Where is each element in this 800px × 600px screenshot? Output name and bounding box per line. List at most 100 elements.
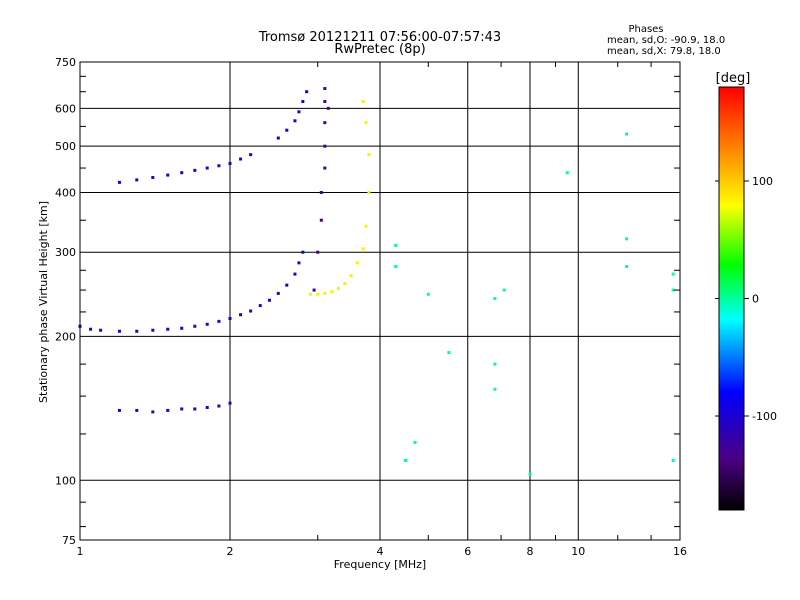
data-point — [249, 309, 253, 313]
data-point — [180, 171, 184, 175]
y-tick-label: 600 — [55, 102, 76, 115]
data-point — [217, 164, 221, 168]
phase-box-line-1: mean, sd,O: -90.9, 18.0 — [607, 35, 725, 46]
plot-grid — [80, 62, 680, 540]
data-point — [276, 291, 280, 295]
data-point — [394, 243, 398, 247]
colorbar-tick-label: 100 — [752, 175, 773, 188]
data-point — [180, 326, 184, 330]
data-point — [205, 166, 209, 170]
data-point — [151, 328, 155, 332]
data-point — [367, 190, 371, 194]
data-point — [193, 324, 197, 328]
data-point — [316, 250, 320, 254]
data-point — [135, 408, 139, 412]
data-point — [426, 292, 430, 296]
data-point — [361, 247, 365, 251]
y-tick-label: 750 — [55, 56, 76, 69]
y-axis: 75 100 200 300 400 500 600 750 — [55, 56, 680, 547]
data-point — [217, 404, 221, 408]
x-tick-label: 4 — [377, 545, 384, 558]
y-tick-label: 100 — [55, 474, 76, 487]
data-point — [312, 288, 316, 292]
data-point — [326, 106, 330, 110]
data-point — [228, 316, 232, 320]
data-point — [355, 261, 359, 265]
data-point — [343, 282, 347, 286]
data-point — [258, 304, 262, 308]
data-point — [151, 175, 155, 179]
data-point — [413, 440, 417, 444]
data-point — [502, 288, 506, 292]
x-tick-label: 1 — [77, 545, 84, 558]
data-point — [285, 128, 289, 132]
data-point — [89, 327, 93, 331]
data-point — [117, 408, 121, 412]
data-point — [117, 329, 121, 333]
data-point — [193, 168, 197, 172]
colorbar-ticks: 100 0 -100 — [715, 175, 777, 423]
x-tick-label: 10 — [571, 545, 585, 558]
data-point — [364, 224, 368, 228]
data-point — [151, 410, 155, 414]
data-point — [625, 132, 629, 136]
data-point — [671, 272, 675, 276]
data-point — [625, 237, 629, 241]
data-point — [228, 161, 232, 165]
data-point — [193, 407, 197, 411]
data-point — [364, 121, 368, 125]
data-point — [180, 407, 184, 411]
y-tick-label: 200 — [55, 330, 76, 343]
data-point — [336, 286, 340, 290]
chart-subtitle: RwPretec (8p) — [334, 42, 425, 57]
y-tick-label: 300 — [55, 246, 76, 259]
data-point — [166, 327, 170, 331]
data-point — [249, 153, 253, 157]
data-point — [493, 297, 497, 301]
data-point — [403, 458, 407, 462]
data-point — [565, 171, 569, 175]
data-point — [117, 180, 121, 184]
data-point — [323, 291, 327, 295]
data-point — [323, 166, 327, 170]
data-point — [135, 329, 139, 333]
colorbar-tick-label: 0 — [752, 293, 759, 306]
data-point — [228, 401, 232, 405]
data-point — [293, 272, 297, 276]
x-axis: 1 2 4 6 8 10 16 — [77, 62, 687, 558]
data-point — [319, 218, 323, 222]
data-point — [166, 173, 170, 177]
data-point — [528, 472, 532, 476]
data-point — [267, 298, 271, 302]
colorbar-label: [deg] — [716, 71, 751, 86]
data-point — [135, 178, 139, 182]
phase-box-line-2: mean, sd,X: 79.8, 18.0 — [607, 46, 721, 57]
data-point — [323, 100, 327, 104]
data-point — [308, 292, 312, 296]
data-point — [297, 110, 301, 114]
data-point — [297, 261, 301, 265]
data-point — [323, 144, 327, 148]
data-point — [293, 119, 297, 123]
data-point — [349, 274, 353, 278]
data-point — [301, 250, 305, 254]
data-point — [99, 328, 103, 332]
data-point — [285, 283, 289, 287]
x-tick-label: 8 — [527, 545, 534, 558]
data-point — [447, 351, 451, 355]
data-point — [330, 290, 334, 294]
data-point — [361, 100, 365, 104]
x-tick-label: 6 — [464, 545, 471, 558]
data-point — [239, 313, 243, 317]
data-point — [276, 136, 280, 140]
colorbar-tick-label: -100 — [752, 410, 777, 423]
plot-area-border — [79, 61, 681, 541]
data-point — [301, 100, 305, 104]
data-point — [239, 157, 243, 161]
data-point — [394, 265, 398, 269]
data-point — [205, 322, 209, 326]
data-point — [316, 292, 320, 296]
x-tick-label: 16 — [673, 545, 687, 558]
data-point — [493, 387, 497, 391]
